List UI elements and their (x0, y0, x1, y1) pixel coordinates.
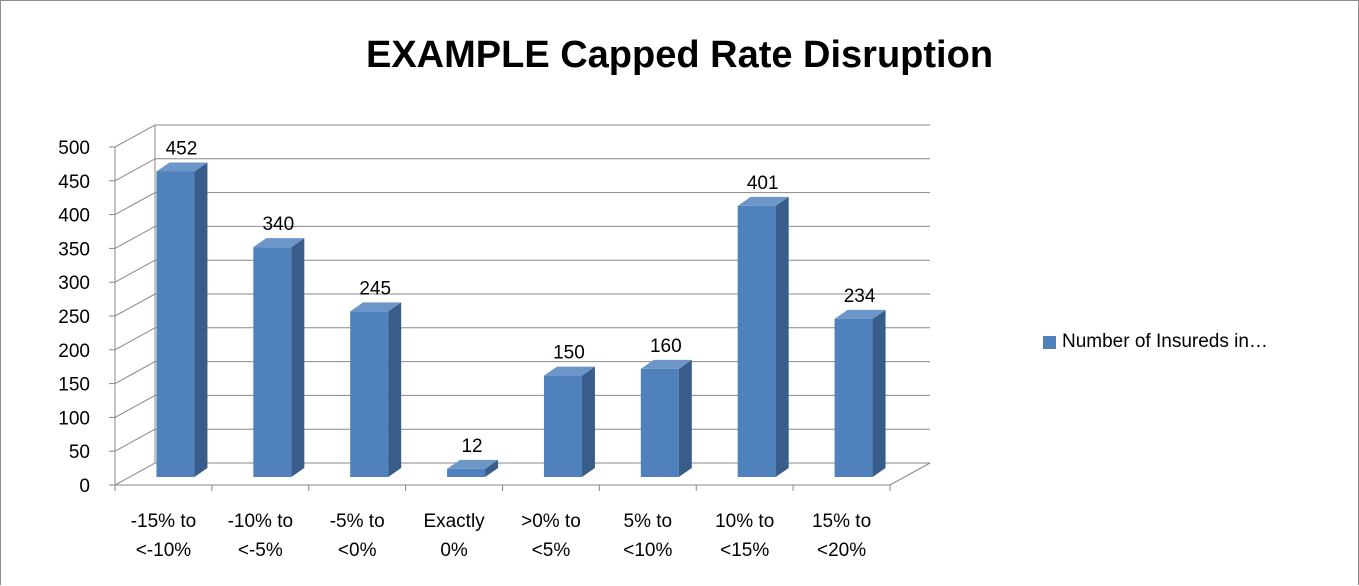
bar-top (640, 359, 692, 369)
bar-side (291, 238, 305, 477)
bar-side (485, 459, 499, 477)
x-tick-label: <15% (720, 540, 769, 561)
y-tick-label: 350 (58, 239, 90, 260)
data-label: 401 (747, 173, 779, 194)
data-label: 245 (359, 278, 391, 299)
legend-swatch (1043, 335, 1056, 349)
side-gridline (114, 158, 156, 182)
side-gridline (114, 394, 156, 418)
bar-top (834, 309, 886, 319)
y-tick-label: 250 (58, 307, 90, 328)
side-gridline (114, 225, 156, 249)
x-tick-label: 10% to (715, 511, 774, 532)
y-tick-label: 300 (58, 273, 90, 294)
x-tick-label: <20% (817, 540, 866, 561)
bar-side (581, 366, 595, 477)
bar (447, 468, 486, 477)
y-tick-label: 500 (58, 138, 90, 159)
x-tick-label: Exactly (423, 511, 485, 532)
chart-floor (114, 462, 931, 486)
side-gridline (114, 124, 156, 148)
x-tick-label: <0% (338, 540, 377, 561)
bar (156, 171, 195, 477)
x-tick-label: <5% (532, 540, 571, 561)
legend-label: Number of Insureds in… (1062, 331, 1268, 352)
side-gridline (114, 192, 156, 216)
x-tick-label: <-5% (238, 540, 283, 561)
data-label: 340 (262, 214, 294, 235)
x-tick-label: -10% to (228, 511, 293, 532)
y-tick-label: 50 (69, 442, 90, 463)
bar-top (447, 459, 499, 469)
bar-top (350, 302, 402, 312)
y-tick-label: 0 (79, 476, 90, 497)
y-tick-label: 450 (58, 172, 90, 193)
bar (543, 375, 582, 477)
bar (834, 318, 873, 477)
bar-top (253, 238, 305, 248)
x-tick-label: >0% to (521, 511, 581, 532)
data-label: 160 (650, 336, 682, 357)
side-gridline (114, 293, 156, 317)
y-tick-label: 150 (58, 375, 90, 396)
x-tick-label: <10% (623, 540, 672, 561)
x-tick-label: 0% (440, 540, 468, 561)
bar-top (543, 366, 595, 376)
bar-side (872, 309, 886, 477)
chart-title: EXAMPLE Capped Rate Disruption (365, 34, 994, 76)
x-tick-label: 15% to (812, 511, 871, 532)
side-gridline (114, 361, 156, 385)
side-gridline (114, 327, 156, 351)
y-tick-label: 100 (58, 408, 90, 429)
x-tick-label: <-10% (136, 540, 192, 561)
bar-top (156, 162, 208, 172)
side-gridline (114, 428, 156, 452)
bar (737, 205, 776, 477)
bar-side (388, 302, 402, 477)
legend: Number of Insureds in… (1043, 331, 1268, 353)
x-tick-label: -15% to (131, 511, 196, 532)
y-tick-label: 200 (58, 341, 90, 362)
bar-side (775, 196, 789, 477)
x-tick-label: 5% to (624, 511, 673, 532)
data-label: 12 (461, 436, 482, 457)
bar (350, 311, 389, 477)
data-label: 452 (166, 138, 198, 159)
bar-top (737, 196, 789, 206)
bar (640, 368, 679, 477)
bar-side (678, 359, 692, 477)
bar (253, 247, 292, 477)
data-label: 234 (844, 286, 876, 307)
data-label: 150 (553, 343, 585, 364)
x-tick-label: -5% to (330, 511, 385, 532)
bar-side (194, 162, 208, 477)
y-tick-label: 400 (58, 206, 90, 227)
side-gridline (114, 259, 156, 283)
